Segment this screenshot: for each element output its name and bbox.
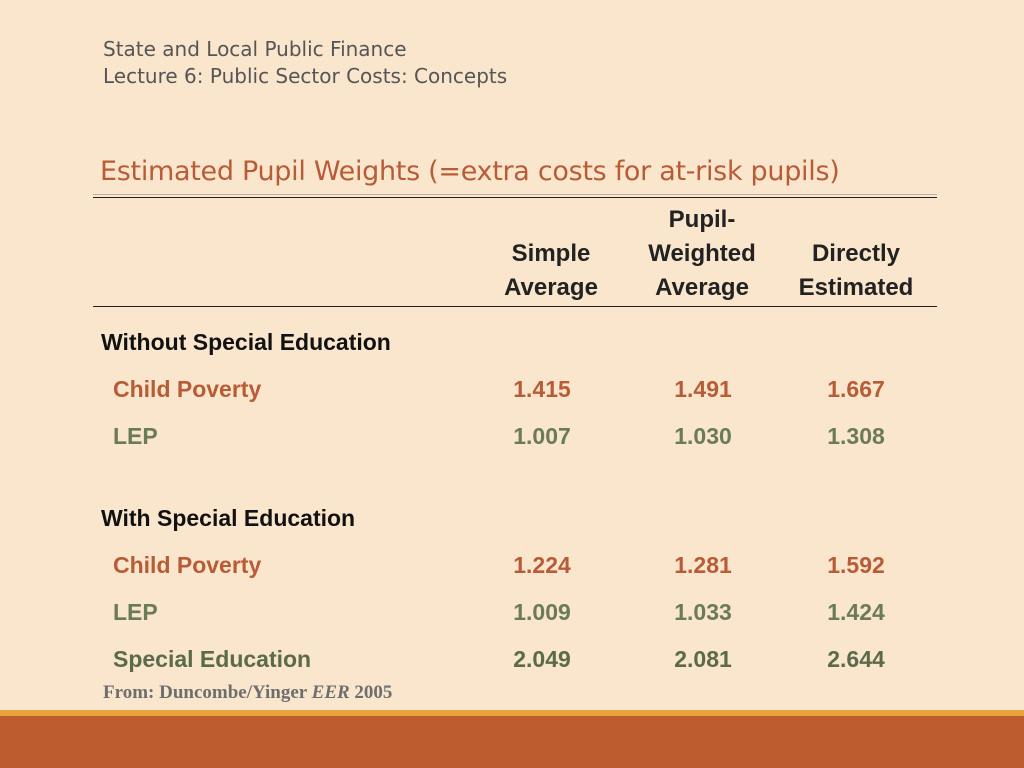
table-cell: 1.424 [827,599,885,625]
row-label-child-poverty: Child Poverty [113,376,262,402]
source-prefix: From: Duncombe/Yinger [103,682,312,703]
footer-accent-band [0,710,1024,716]
table-cell: 1.281 [674,552,732,578]
table-top-rule [93,197,937,198]
table-cell: 1.009 [513,599,571,625]
row-label-child-poverty: Child Poverty [113,552,262,578]
table-cell: 1.415 [513,376,571,402]
table-cell: 2.081 [674,646,732,672]
table-cell: 1.224 [513,552,571,578]
column-header-pupil-weighted-average: Pupil- Weighted Average [627,203,777,305]
column-header-line: Estimated [798,274,914,301]
row-label-special-education: Special Education [113,646,312,672]
column-header-line: Weighted [648,240,756,267]
column-header-line: Pupil- [668,206,736,233]
title-underline [93,194,937,195]
column-header-directly-estimated: Directly Estimated [781,237,931,305]
table-cell: 1.491 [674,376,732,402]
column-header-line: Directly [811,240,901,267]
column-header-line: Average [655,274,749,301]
table-cell: 2.049 [513,646,571,672]
table-cell: 1.030 [674,423,732,449]
column-header-line: Average [504,274,598,301]
section-heading-without-special-ed: Without Special Education [101,329,391,355]
table-cell: 1.033 [674,599,732,625]
column-header-simple-average: Simple Average [476,237,626,305]
slide-title: Estimated Pupil Weights (=extra costs fo… [100,156,840,187]
table-cell: 1.007 [513,423,571,449]
section-heading-with-special-ed: With Special Education [101,505,356,531]
table-cell: 1.667 [827,376,885,402]
source-journal: EER [311,682,350,703]
row-label-lep: LEP [113,599,158,625]
source-citation: From: Duncombe/Yinger EER 2005 [103,682,392,704]
table-cell: 1.592 [827,552,885,578]
table-header-rule [93,306,937,307]
table-cell: 1.308 [827,423,885,449]
footer-band [0,716,1024,768]
lecture-title: Lecture 6: Public Sector Costs: Concepts [103,64,508,88]
row-label-lep: LEP [113,423,158,449]
source-year: 2005 [349,682,393,703]
column-header-line: Simple [511,240,591,267]
course-title: State and Local Public Finance [103,37,407,61]
table-cell: 2.644 [827,646,885,672]
